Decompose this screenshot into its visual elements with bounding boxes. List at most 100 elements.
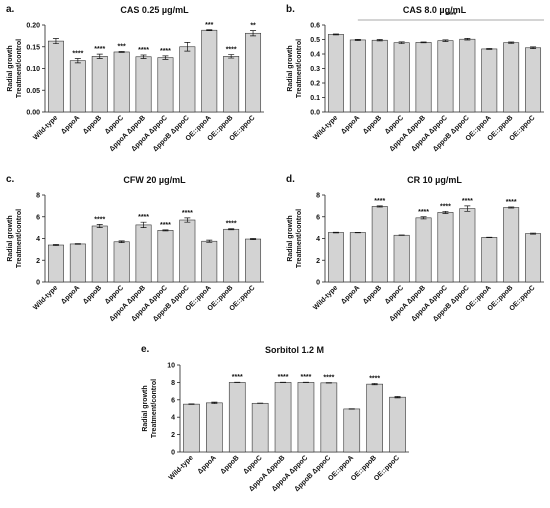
significance-label: **** [138, 47, 149, 54]
significance-label: **** [323, 375, 334, 382]
y-tick-label: 2 [171, 432, 175, 439]
significance-label: **** [94, 46, 105, 53]
bar [459, 38, 476, 113]
y-tick-label: 0.00 [26, 110, 40, 117]
error-bar [508, 206, 515, 209]
error-bar [332, 231, 339, 234]
y-axis-label: Radial growth [287, 45, 294, 91]
y-tick-label: 0.20 [26, 23, 40, 30]
significance-label: **** [369, 375, 380, 382]
error-bar [184, 42, 191, 52]
x-tick-label: ΔppoA [197, 454, 218, 475]
bar [135, 56, 152, 113]
bar [503, 207, 520, 283]
error-bar [442, 210, 449, 214]
x-tick-label: ΔppoC [242, 454, 263, 475]
bar [327, 232, 344, 283]
bar [201, 29, 218, 113]
y-tick-label: 0 [171, 450, 175, 457]
significance-label: **** [160, 222, 171, 229]
y-axis-label: Treatment/control [296, 209, 303, 268]
x-tick-label: ΔppoC [384, 284, 405, 305]
y-tick-label: 0.05 [26, 88, 40, 95]
error-bar [486, 48, 493, 50]
bar [113, 241, 130, 283]
bar [157, 230, 174, 283]
panel-label: d. [286, 174, 295, 185]
bar [393, 234, 410, 283]
significance-label: **** [374, 198, 385, 205]
error-bar [371, 383, 378, 386]
significance-label: **** [232, 374, 243, 381]
panel-label: e. [141, 344, 150, 355]
significance-label: **** [300, 374, 311, 381]
bar [91, 56, 108, 113]
y-tick-label: 0.15 [26, 44, 40, 51]
significance-label: **** [462, 198, 473, 205]
bar [349, 39, 366, 113]
y-axis-label: Treatment/control [16, 39, 23, 98]
error-bar [464, 205, 471, 212]
error-bar [118, 51, 125, 53]
y-tick-label: 0.6 [310, 23, 320, 30]
bar [223, 56, 240, 113]
x-tick-label: Wild-type [32, 114, 59, 141]
error-bar [228, 54, 235, 59]
bar [481, 237, 498, 283]
chart-title: CFW 20 µg/mL [123, 175, 186, 185]
error-bar [140, 221, 147, 228]
error-bar [52, 244, 59, 246]
error-bar [420, 216, 427, 220]
bar [371, 39, 388, 113]
bar [179, 219, 196, 283]
y-axis-label: Radial growth [142, 385, 149, 431]
error-bar [376, 39, 383, 42]
bar [69, 243, 86, 283]
bar [393, 42, 410, 113]
x-tick-label: ΔppoA [60, 284, 81, 305]
error-bar [250, 30, 257, 37]
y-tick-label: 6 [316, 214, 320, 221]
y-tick-label: 0.5 [310, 37, 320, 44]
bar [47, 244, 64, 283]
x-tick-label: ΔppoB [362, 114, 383, 135]
error-bar [250, 238, 257, 240]
error-bar [140, 54, 147, 59]
significance-label: **** [226, 47, 237, 54]
x-tick-label: Wild-type [168, 454, 195, 481]
y-tick-label: 0.0 [310, 110, 320, 117]
significance-label: *** [118, 44, 126, 51]
y-tick-label: 2 [36, 258, 40, 265]
error-bar [376, 205, 383, 208]
significance-label: **** [138, 214, 149, 221]
error-bar [420, 41, 427, 44]
error-bar [206, 29, 213, 32]
y-tick-label: 8 [36, 193, 40, 200]
significance-label: **** [278, 374, 289, 381]
bar [157, 57, 174, 113]
y-tick-label: 0.4 [310, 52, 320, 59]
bar [366, 383, 383, 453]
error-bar [96, 224, 103, 228]
significance-label: *** [205, 22, 213, 29]
error-bar [74, 58, 81, 64]
error-bar [74, 243, 81, 245]
bar [371, 206, 388, 283]
bar [415, 42, 432, 113]
chart-title: CR 10 µg/mL [407, 175, 462, 185]
y-axis-label: Treatment/control [16, 209, 23, 268]
significance-label: **** [160, 48, 171, 55]
error-bar [206, 239, 213, 243]
bar [525, 233, 542, 283]
error-bar [530, 232, 537, 235]
x-tick-label: ΔppoB [82, 284, 103, 305]
x-tick-label: ΔppoA [340, 114, 361, 135]
bar [245, 32, 262, 113]
bar [135, 224, 152, 283]
error-bar [52, 38, 59, 45]
chart-title: CAS 0.25 µg/mL [120, 5, 189, 15]
bar [525, 47, 542, 113]
bar [69, 60, 86, 113]
bar [320, 382, 338, 453]
bar [343, 408, 361, 453]
